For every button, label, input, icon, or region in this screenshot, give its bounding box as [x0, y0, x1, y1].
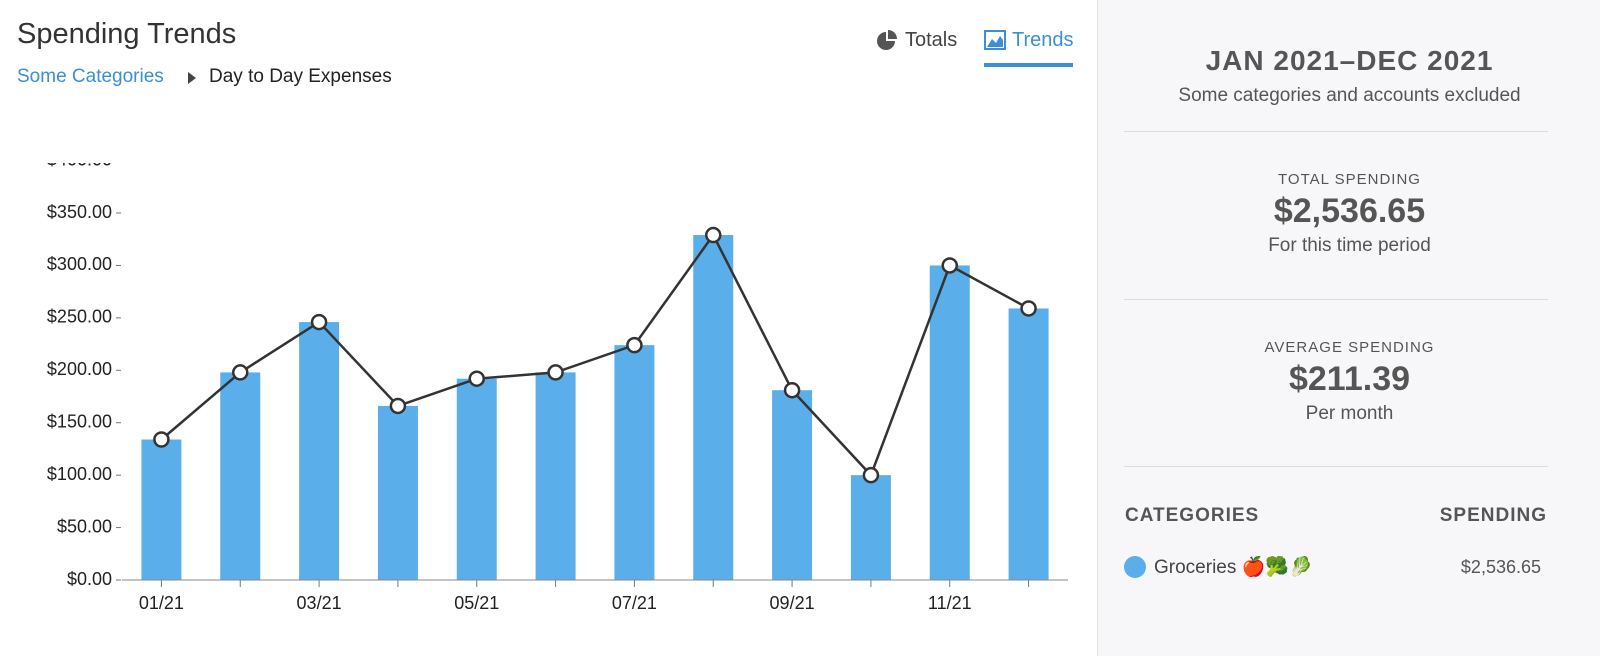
summary-panel: JAN 2021–DEC 2021 Some categories and ac… [1097, 0, 1600, 656]
category-name[interactable]: Groceries 🍎🥦🥬 [1154, 557, 1313, 578]
divider [1124, 131, 1548, 132]
bar [377, 405, 418, 580]
trend-point [153, 431, 170, 448]
category-amount: $2,536.65 [1460, 557, 1541, 577]
tab-underline [984, 63, 1073, 67]
bar [772, 390, 813, 580]
y-tick-label: $350.00 [47, 202, 112, 222]
total-label: TOTAL SPENDING [1278, 171, 1421, 188]
trend-point [468, 370, 485, 387]
x-tick-label: 03/21 [297, 593, 342, 613]
bar [141, 439, 182, 580]
trend-point [389, 397, 407, 415]
y-tick-label: $0.00 [67, 569, 112, 589]
trend-point [1020, 300, 1037, 317]
breadcrumb-link[interactable]: Some Categories [17, 66, 164, 87]
bar [535, 372, 576, 580]
tab-trends[interactable]: Trends [1012, 29, 1074, 51]
bar [1008, 308, 1049, 580]
category-dot [1124, 556, 1146, 578]
bar [456, 378, 497, 580]
divider [1124, 466, 1548, 467]
average-label: AVERAGE SPENDING [1264, 339, 1435, 356]
divider [1124, 299, 1548, 300]
x-tick-label: 01/21 [139, 593, 184, 613]
trend-point [862, 466, 880, 484]
y-tick-label: $200.00 [47, 359, 112, 379]
trend-point [626, 336, 643, 354]
bar [220, 372, 261, 580]
trend-line [160, 232, 1030, 478]
plot: 01/21 03/21 05/21 07/21 09/21 11/21 [122, 226, 1068, 613]
trend-point [547, 364, 564, 381]
page-title: Spending Trends [17, 18, 237, 50]
y-tick-label: $300.00 [47, 254, 112, 274]
bar [850, 475, 891, 580]
trend-point [783, 381, 801, 399]
y-tick-label: $50.00 [57, 516, 112, 536]
trend-point [310, 313, 328, 331]
y-tick-label: $250.00 [47, 307, 112, 327]
period: JAN 2021–DEC 2021 [1205, 45, 1494, 76]
bar [299, 322, 340, 580]
trend-point [705, 226, 722, 244]
average-value: $211.39 [1288, 360, 1411, 398]
x-tick-label: 07/21 [612, 593, 657, 613]
y-tick-label: $400.00 [47, 149, 112, 169]
bar [693, 235, 734, 580]
y-axis: $0.00 $50.00 $100.00 $150.00 $200.00 $250.00 $… [47, 149, 121, 589]
bar [929, 265, 970, 580]
breadcrumb-current: Day to Day Expenses [209, 66, 392, 87]
total-value: $2,536.65 [1273, 192, 1426, 230]
trend-point [232, 364, 249, 381]
trends-icon [984, 30, 1006, 50]
pie-icon [877, 30, 897, 50]
trend-point [941, 257, 958, 274]
x-tick-label: 05/21 [454, 593, 499, 613]
y-tick-label: $150.00 [47, 411, 112, 431]
y-tick-label: $100.00 [47, 464, 112, 484]
x-tick-label: 09/21 [770, 593, 815, 613]
table-header: SPENDING [1439, 505, 1547, 526]
x-tick-label: 11/21 [928, 593, 972, 613]
tab-totals[interactable]: Totals [905, 29, 958, 51]
table-header: CATEGORIES [1125, 505, 1260, 526]
average-note: Per month [1305, 403, 1394, 424]
total-note: For this time period [1268, 235, 1431, 256]
period-note: Some categories and accounts excluded [1178, 85, 1521, 106]
bar [614, 345, 655, 580]
breadcrumb-arrow [188, 72, 196, 84]
chart: $0.00 $50.00 $100.00 $150.00 $200.00 $250.00 $… [47, 149, 1068, 613]
